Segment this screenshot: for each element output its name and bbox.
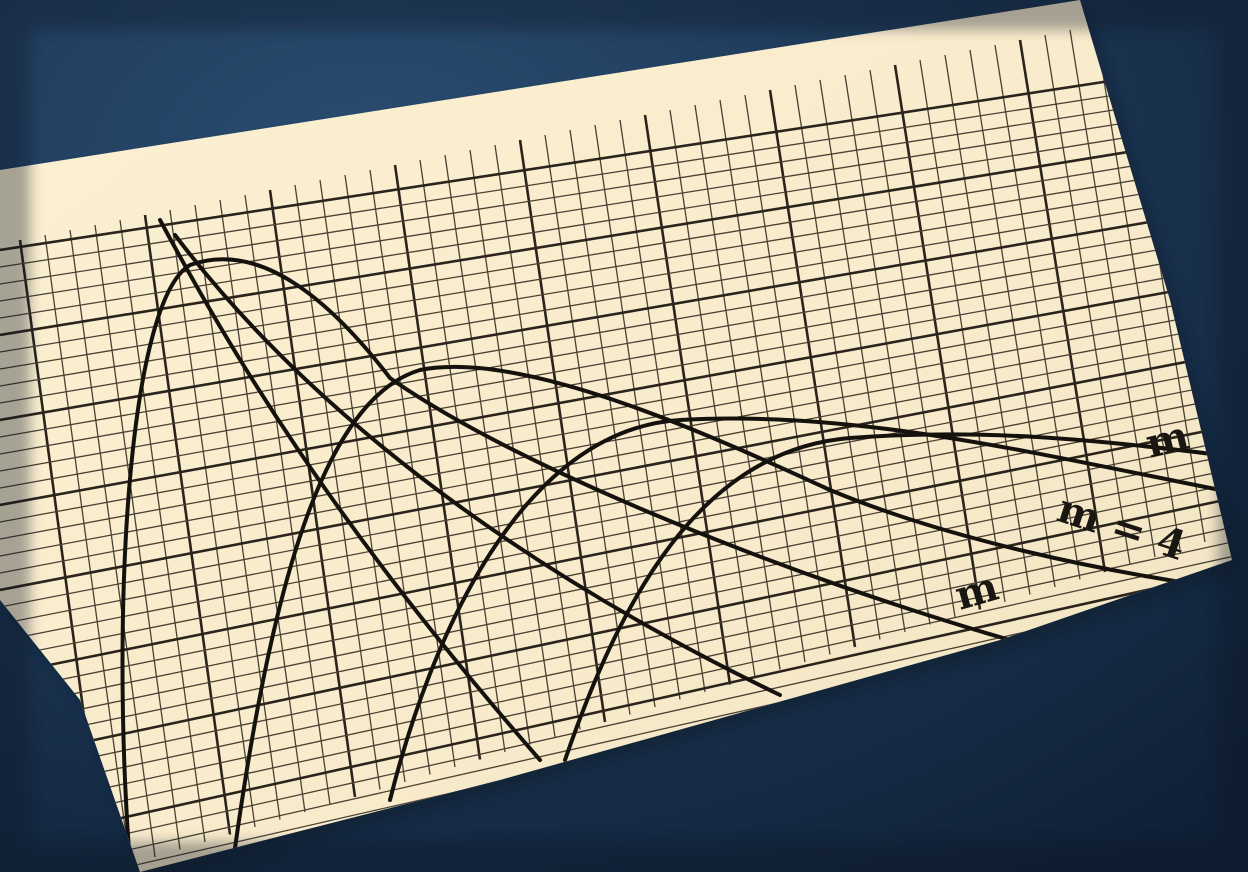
grid-line [0, 262, 1232, 489]
grid-line [0, 421, 1232, 677]
grid-line [768, 89, 857, 648]
grid-line [0, 566, 1232, 847]
curve [563, 432, 1222, 762]
grid-line [619, 119, 706, 693]
grid-line [744, 94, 831, 655]
grid-line [544, 134, 631, 715]
grid-line [0, 276, 1232, 507]
grid-line [0, 348, 1232, 592]
grid-line [94, 224, 181, 850]
grid-line [268, 189, 357, 798]
grid-line [919, 59, 1006, 603]
grid-line [444, 154, 531, 745]
grid-line [0, 523, 1232, 795]
curve [120, 257, 1012, 867]
grid [0, 4, 1232, 872]
grid-line [0, 493, 1232, 762]
curve [388, 416, 1222, 802]
grid-line [0, 58, 1232, 252]
grid-line [0, 102, 1232, 302]
grid-line [169, 209, 256, 828]
grid-line [1069, 29, 1156, 558]
grid-line [0, 436, 1232, 693]
grid-line [0, 146, 1232, 353]
grid-line [893, 64, 982, 610]
grid-line [0, 131, 1232, 337]
grid-line [419, 159, 506, 753]
grid-line [1094, 24, 1181, 550]
grid-line [0, 537, 1232, 812]
grid-line [794, 84, 881, 640]
grid-line [518, 139, 607, 723]
grid-line [0, 392, 1232, 642]
grid-line [0, 291, 1232, 523]
grid-line [344, 174, 431, 775]
grid-line [0, 160, 1232, 370]
grid-line [0, 247, 1232, 472]
grid-line [994, 44, 1081, 580]
grid-line [0, 320, 1232, 557]
grid-line [0, 189, 1232, 404]
grid-line [969, 49, 1056, 588]
grid-line [1044, 34, 1131, 565]
grid-line [0, 203, 1232, 422]
grid-line [69, 229, 156, 858]
grid-line [0, 363, 1232, 608]
grid-line [0, 407, 1232, 659]
grid-line [569, 129, 656, 708]
grid-line [0, 88, 1232, 285]
grid-line [669, 109, 756, 678]
grid-line [0, 552, 1232, 829]
grid-line [0, 334, 1232, 574]
curve [173, 233, 782, 697]
grid-line [44, 234, 131, 865]
grid-line [0, 117, 1232, 319]
grid-line [694, 104, 781, 670]
curve [233, 364, 1202, 850]
grid-line [0, 305, 1232, 540]
grid-line [0, 233, 1232, 455]
grid-line [0, 73, 1232, 268]
curves [120, 218, 1222, 867]
curve [158, 218, 542, 762]
grid-line [244, 194, 331, 805]
grid-line [119, 219, 206, 843]
grid-line [0, 218, 1232, 438]
grid-line [643, 114, 732, 685]
grid-line [494, 144, 581, 730]
grid-line [0, 175, 1232, 387]
grid-line [0, 465, 1232, 727]
grid-line [0, 450, 1232, 710]
grid-line [844, 74, 931, 625]
